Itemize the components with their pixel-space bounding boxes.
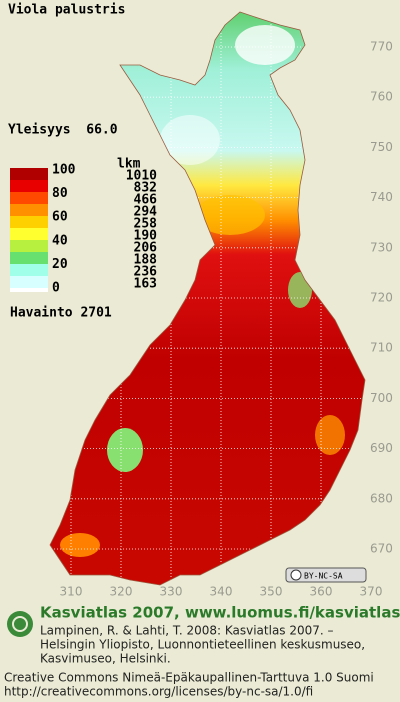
frequency: Yleisyys 66.0 — [8, 123, 118, 138]
x-tick-label: 370 — [360, 585, 383, 599]
count: 190 — [134, 229, 158, 244]
y-tick-label: 700 — [370, 391, 393, 405]
license-text: Creative Commons Nimeä-Epäkaupallinen-Ta… — [4, 671, 374, 685]
count: 466 — [134, 193, 158, 208]
count: 236 — [134, 265, 158, 280]
species-title: Viola palustris — [8, 3, 125, 18]
legend-swatch — [10, 228, 48, 240]
legend-swatch — [10, 204, 48, 216]
legend-swatch — [10, 276, 48, 288]
x-tick-label: 320 — [110, 585, 133, 599]
y-tick-label: 760 — [370, 90, 393, 104]
y-tick-label: 690 — [370, 441, 393, 455]
scale-label: 60 — [52, 210, 68, 225]
legend-swatch — [10, 180, 48, 192]
license-url: http://creativecommons.org/licenses/by-n… — [4, 685, 313, 699]
legend-swatch — [10, 240, 48, 252]
scale-label: 0 — [52, 281, 60, 296]
legend-swatch — [10, 264, 48, 276]
y-tick-label: 740 — [370, 190, 393, 204]
x-tick-label: 340 — [210, 585, 233, 599]
y-tick-label: 710 — [370, 341, 393, 355]
license-badge-text: BY-NC-SA — [304, 572, 343, 581]
citation: Kasvimuseo, Helsinki. — [40, 652, 171, 666]
legend-swatch — [10, 192, 48, 204]
x-tick-label: 310 — [60, 585, 83, 599]
legend-swatch — [10, 252, 48, 264]
citation: Lampinen, R. & Lahti, T. 2008: Kasviatla… — [40, 624, 334, 638]
scale-label: 20 — [52, 257, 68, 272]
map — [50, 12, 365, 585]
legend-swatch — [10, 288, 48, 292]
license-badge: BY-NC-SA — [285, 567, 367, 583]
observations: Havainto 2701 — [10, 306, 112, 321]
footer-heading: Kasviatlas 2007, www.luomus.fi/kasviatla… — [40, 604, 400, 622]
count-header: lkm — [117, 157, 141, 172]
y-tick-label: 680 — [370, 491, 393, 505]
y-tick-label: 730 — [370, 240, 393, 254]
x-tick-label: 360 — [310, 585, 333, 599]
citation: Helsingin Yliopisto, Luonnontieteellinen… — [40, 638, 365, 652]
legend-swatch — [10, 168, 48, 180]
y-tick-label: 670 — [370, 542, 393, 556]
count: 1010 — [126, 169, 157, 184]
legend-swatch — [10, 216, 48, 228]
count: 188 — [134, 253, 158, 268]
count: 258 — [134, 217, 158, 232]
scale-label: 100 — [52, 163, 76, 178]
x-tick-label: 350 — [260, 585, 283, 599]
count: 294 — [134, 205, 158, 220]
x-tick-label: 330 — [160, 585, 183, 599]
y-tick-label: 770 — [370, 40, 393, 54]
count: 832 — [134, 181, 157, 196]
scale-label: 40 — [52, 233, 68, 248]
logo — [7, 611, 33, 637]
y-tick-label: 750 — [370, 140, 393, 154]
y-tick-label: 720 — [370, 291, 393, 305]
count: 206 — [134, 241, 158, 256]
scale-label: 80 — [52, 186, 68, 201]
count: 163 — [134, 277, 157, 292]
